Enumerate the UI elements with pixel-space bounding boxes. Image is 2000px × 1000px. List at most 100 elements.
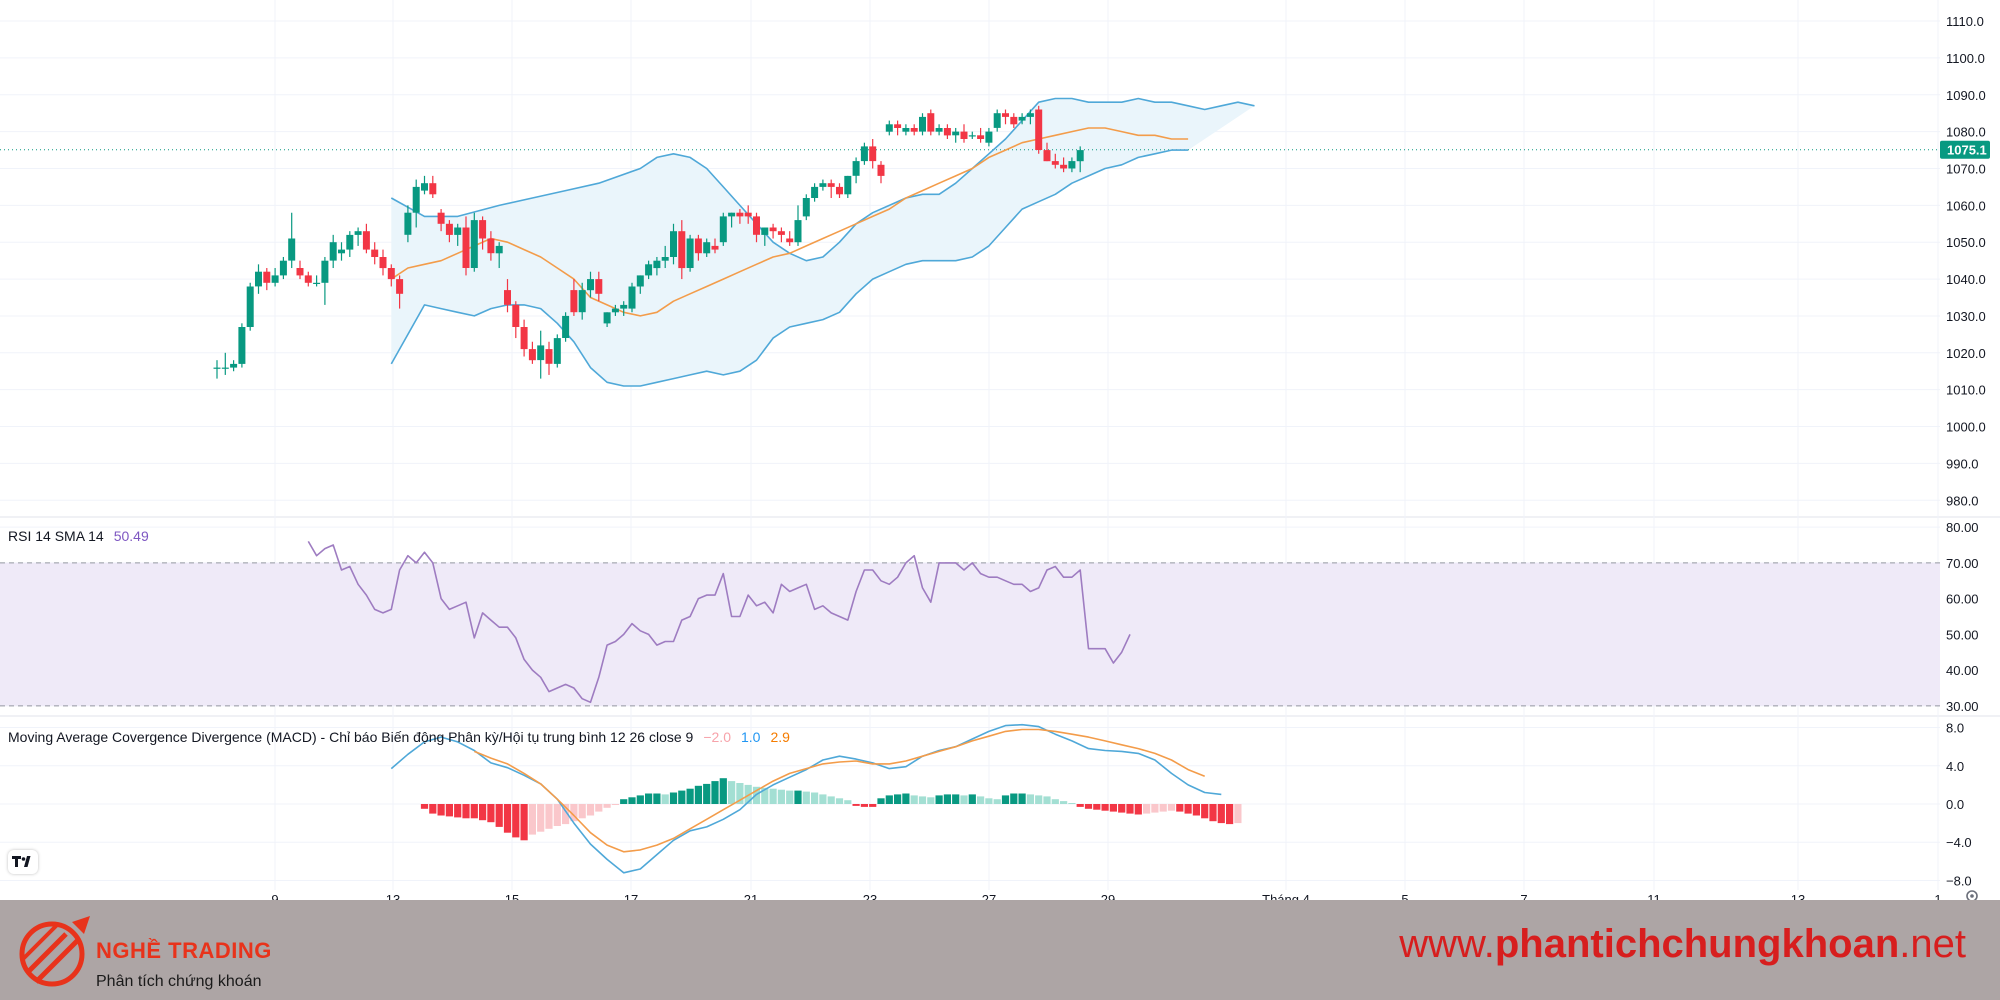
macd-histogram-bar bbox=[1126, 804, 1134, 814]
candlestick bbox=[777, 227, 785, 243]
candle-body bbox=[769, 227, 777, 232]
macd-histogram-bar bbox=[811, 792, 819, 804]
candlestick bbox=[462, 216, 470, 276]
website-domain: phantichchungkhoan bbox=[1494, 922, 1900, 966]
macd-histogram-bar bbox=[869, 804, 877, 807]
candle-body bbox=[603, 312, 611, 324]
candlestick bbox=[421, 175, 428, 195]
candlestick bbox=[1002, 109, 1009, 125]
macd-hist-value: −2.0 bbox=[703, 729, 731, 745]
rsi-tick-label: 80.00 bbox=[1946, 520, 1979, 535]
candlestick bbox=[761, 227, 769, 246]
candle-body bbox=[338, 249, 345, 254]
candlestick bbox=[338, 242, 345, 261]
macd-tick-label: −4.0 bbox=[1946, 835, 1972, 850]
candlestick bbox=[852, 157, 860, 184]
candlestick bbox=[221, 352, 229, 375]
candle-body bbox=[313, 282, 321, 284]
candle-body bbox=[545, 349, 553, 364]
macd-histogram-bar bbox=[918, 796, 927, 804]
candlestick bbox=[263, 268, 271, 291]
candle-body bbox=[802, 198, 810, 217]
time-tick-label: 11 bbox=[1647, 892, 1661, 900]
rsi-tick-label: 60.00 bbox=[1946, 592, 1979, 607]
macd-histogram-bar bbox=[1043, 796, 1051, 804]
candlestick bbox=[636, 275, 644, 294]
macd-histogram-bar bbox=[977, 796, 985, 804]
chart-area[interactable]: 1110.0 1100.0 1090.0 1080.0 1070.0 1060.0 1050… bbox=[0, 0, 2000, 900]
candle-body bbox=[437, 212, 445, 224]
rsi-legend[interactable]: RSI 14 SMA 14 50.49 bbox=[8, 528, 149, 544]
macd-histogram-bar bbox=[636, 795, 644, 804]
candlestick bbox=[645, 260, 653, 280]
candle-body bbox=[512, 304, 520, 327]
macd-histogram-bar bbox=[512, 804, 520, 838]
candlestick bbox=[653, 256, 661, 276]
macd-histogram-bar bbox=[935, 795, 943, 804]
macd-histogram-bar bbox=[520, 804, 528, 841]
candlestick bbox=[728, 212, 736, 228]
price-tick-label: 1070.0 bbox=[1946, 162, 1986, 177]
time-tick-label: 5 bbox=[1401, 892, 1408, 900]
gear-icon[interactable] bbox=[1966, 890, 1978, 900]
candle-body bbox=[952, 131, 960, 136]
candle-body bbox=[786, 238, 794, 243]
time-tick-label: Tháng 4 bbox=[1262, 892, 1310, 900]
macd-tick-label: 0.0 bbox=[1946, 797, 1964, 812]
price-tick-label: 1100.0 bbox=[1946, 51, 1985, 66]
candle-body bbox=[686, 238, 694, 268]
candle-body bbox=[703, 242, 711, 254]
candlestick bbox=[1068, 157, 1076, 173]
rsi-tick-label: 40.00 bbox=[1946, 663, 1979, 678]
website-suffix: .net bbox=[1899, 922, 1966, 966]
time-tick-label: 1 bbox=[1934, 892, 1941, 900]
candlestick bbox=[255, 264, 262, 294]
time-tick-label: 7 bbox=[1520, 892, 1527, 900]
candlestick bbox=[528, 341, 536, 364]
macd-histogram-bar bbox=[1226, 804, 1234, 825]
macd-histogram-bar bbox=[645, 793, 653, 804]
candle-body bbox=[595, 279, 603, 294]
candle-body bbox=[711, 245, 719, 250]
candlestick bbox=[246, 282, 254, 331]
macd-histogram-bar bbox=[711, 781, 719, 804]
candlestick bbox=[288, 212, 296, 269]
macd-histogram-bar bbox=[993, 799, 1001, 804]
candle-body bbox=[279, 260, 287, 276]
macd-histogram-bar bbox=[852, 804, 860, 806]
candle-body bbox=[927, 113, 935, 132]
macd-legend[interactable]: Moving Average Covergence Divergence (MA… bbox=[8, 729, 790, 745]
candle-body bbox=[1026, 113, 1034, 117]
macd-tick-label: 4.0 bbox=[1946, 759, 1964, 774]
candle-body bbox=[371, 249, 379, 257]
candlestick bbox=[611, 304, 619, 316]
price-axis: 1110.0 1100.0 1090.0 1080.0 1070.0 1060.0 1050… bbox=[1940, 14, 1990, 888]
macd-histogram-bar bbox=[1109, 804, 1117, 812]
candlesticks[interactable] bbox=[213, 105, 1084, 379]
chart-svg[interactable]: 1110.01100.01090.01080.01070.01060.01050… bbox=[0, 0, 2000, 900]
candle-body bbox=[1002, 113, 1009, 117]
tv-logo-icon[interactable] bbox=[8, 850, 38, 874]
candlestick bbox=[562, 312, 570, 342]
macd-histogram-bar bbox=[1076, 804, 1084, 807]
macd-line bbox=[390, 723, 1222, 874]
candlestick bbox=[1035, 105, 1043, 154]
candle-body bbox=[396, 279, 404, 294]
macd-histogram-bar bbox=[628, 797, 636, 804]
candlestick bbox=[595, 271, 603, 302]
macd-histogram-bar bbox=[786, 790, 794, 804]
candlestick bbox=[213, 360, 221, 379]
candlestick bbox=[769, 223, 777, 239]
macd-histogram-bar bbox=[1217, 804, 1225, 824]
candle-body bbox=[520, 327, 528, 350]
trading-arrows-logo-icon bbox=[19, 916, 90, 987]
candlestick bbox=[329, 234, 337, 269]
macd-histogram-bar bbox=[985, 798, 993, 804]
macd-histogram-bar bbox=[437, 804, 445, 816]
candlestick bbox=[495, 242, 503, 269]
price-tick-label: 980.0 bbox=[1946, 493, 1979, 508]
macd-signal-value: 2.9 bbox=[770, 729, 790, 745]
macd-histogram-bar bbox=[1134, 804, 1142, 815]
website-url[interactable]: www.phantichchungkhoan.net bbox=[1399, 922, 1966, 967]
candle-body bbox=[1010, 116, 1018, 125]
